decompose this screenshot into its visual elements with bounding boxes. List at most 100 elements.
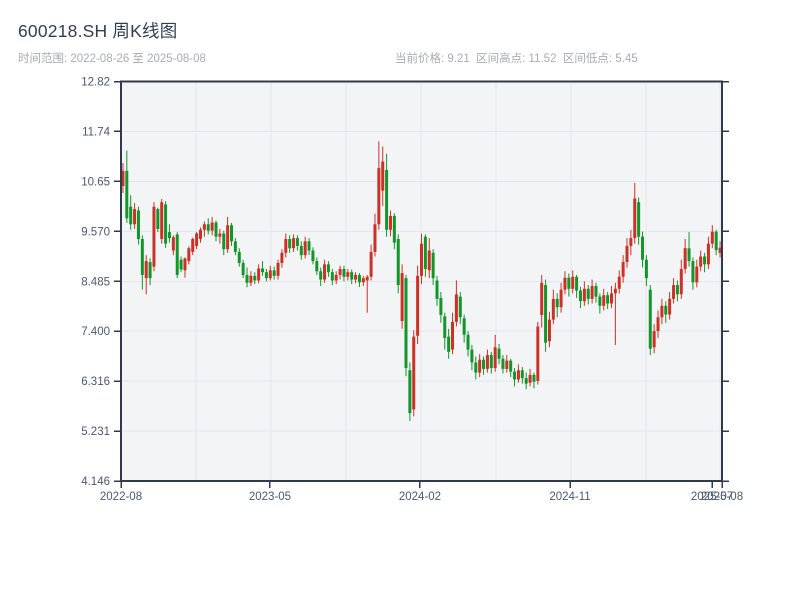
candle-body [361,278,365,283]
candle-body [311,250,315,262]
candle-body [439,297,443,316]
candle-body [303,241,307,256]
candle-body [412,336,416,410]
candle-body [191,239,195,252]
candle-body [431,252,435,279]
candle-body [133,209,137,225]
candle-body [326,264,330,273]
candle-body [373,224,377,252]
candle-body [629,238,633,246]
candle-body [582,288,586,302]
candle-body [540,282,544,316]
candle-body [237,251,241,263]
candle-body [551,298,555,320]
candle-body [354,274,358,280]
candle-body [501,358,505,369]
y-axis-label: 10.65 [81,176,110,188]
candle-body [536,326,540,381]
candle-body [567,277,571,289]
candle-body [559,289,563,308]
candle-body [590,285,594,299]
candle-body [408,370,412,414]
x-axis-label: 2024-11 [549,491,590,503]
candle-body [226,225,230,250]
candle-body [489,355,493,368]
candle-body [520,370,524,379]
candle-body [675,285,679,295]
candle-body [160,202,164,240]
candle-body [466,334,470,350]
candle-body [547,319,551,342]
candle-body [664,305,668,315]
candle-body [706,243,710,265]
candle-body [377,168,381,225]
candle-body [633,198,637,239]
candle-body [214,222,218,237]
candle-body [435,280,439,299]
candle-body [187,248,191,262]
candle-body [396,239,400,286]
candle-body [404,278,408,368]
candle-body [485,355,489,369]
candle-body [233,241,237,252]
candle-body [307,241,311,251]
candle-body [357,274,361,283]
candle-body [195,233,199,246]
candle-body [121,170,125,187]
y-axis-label: 8.485 [81,276,110,288]
candle-body [167,232,171,239]
candle-body [280,252,284,263]
candle-body [295,238,299,246]
candle-body [443,316,447,339]
candle-body [555,298,559,308]
candle-body [598,296,602,306]
y-axis-label: 7.400 [81,326,110,338]
candle-body [350,272,354,280]
candle-body [656,317,660,332]
candle-body [388,215,392,230]
candle-body [451,321,455,350]
candle-body [493,347,497,368]
candle-body [447,336,451,352]
candle-body [323,264,327,280]
x-axis-label: 2024-02 [399,491,441,503]
candle-body [578,290,582,302]
candle-body [276,262,280,276]
candle-body [478,359,482,373]
candle-body [660,305,664,318]
candle-body [148,262,152,279]
candle-body [470,349,474,363]
candle-body [613,288,617,294]
candle-body [299,245,303,256]
candle-body [156,209,160,229]
candle-body [144,261,148,279]
candle-body [513,371,517,380]
candle-body [687,248,691,262]
x-axis-label: 2025-07 [691,491,733,503]
y-axis-label: 12.82 [81,77,110,89]
x-axis-label: 2023-05 [249,491,291,503]
candle-body [668,298,672,315]
candle-body [710,231,714,244]
candle-body [505,360,509,369]
candle-body [563,277,567,290]
candle-body [319,271,323,280]
candle-body [528,374,532,383]
date-range-label: 时间范围: 2022-08-26 至 2025-08-08 [18,53,206,65]
candle-body [171,237,175,251]
candle-body [198,229,202,240]
candle-body [699,256,703,267]
candle-body [691,261,695,283]
y-axis-label: 4.146 [81,476,110,488]
candle-body [164,204,168,244]
candle-body [586,288,590,299]
candle-body [210,222,214,231]
y-axis-label: 6.316 [81,376,110,388]
candle-body [544,285,548,343]
candle-body [369,251,373,277]
candle-body [230,225,234,242]
candle-body [245,274,249,283]
candle-body [253,275,257,281]
